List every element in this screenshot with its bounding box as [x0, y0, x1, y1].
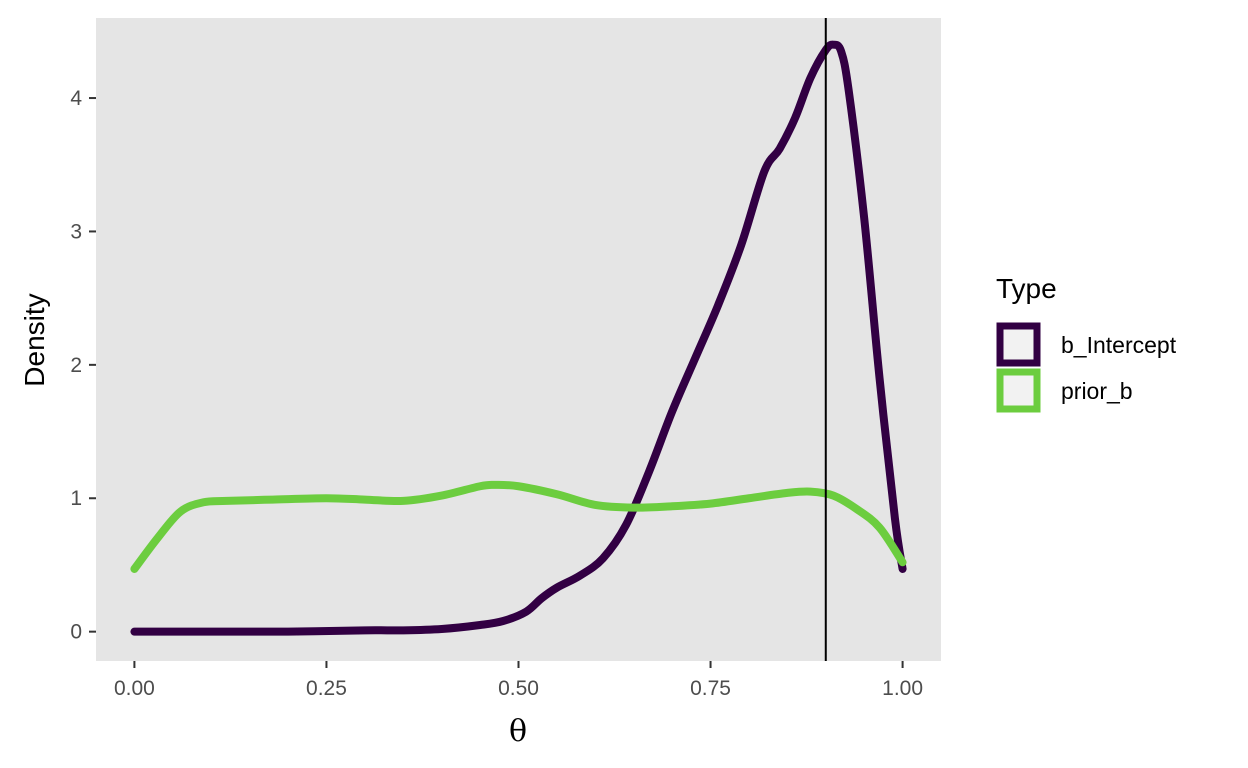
- plot-panel: [96, 18, 941, 661]
- legend: Type b_Intercept prior_b: [996, 273, 1177, 413]
- y-axis-title: Density: [19, 293, 50, 386]
- series-line-b-intercept: [130, 40, 907, 636]
- y-axis: 0 1 2 3 4: [70, 87, 96, 644]
- x-tick-label: 0.25: [306, 677, 347, 700]
- y-tick-label: 3: [70, 220, 82, 243]
- y-tick-label: 0: [70, 621, 82, 644]
- legend-title: Type: [996, 273, 1057, 304]
- legend-label-prior-b: prior_b: [1061, 378, 1133, 404]
- x-tick-label: 0.50: [498, 677, 539, 700]
- series-line-prior-b: [130, 480, 907, 573]
- legend-items: b_Intercept prior_b: [996, 322, 1177, 413]
- y-tick-label: 1: [70, 487, 82, 510]
- legend-key-prior-b: [996, 368, 1041, 413]
- x-tick-label: 1.00: [882, 677, 923, 700]
- y-tick-label: 2: [70, 354, 82, 377]
- legend-key-b-intercept: [996, 322, 1041, 367]
- x-axis-title: θ: [509, 714, 527, 749]
- legend-label-b-intercept: b_Intercept: [1061, 332, 1177, 358]
- y-tick-label: 4: [70, 87, 82, 110]
- x-tick-label: 0.75: [690, 677, 731, 700]
- x-axis: 0.00 0.25 0.50 0.75 1.00: [114, 661, 923, 700]
- series-layer: [130, 40, 907, 636]
- x-tick-label: 0.00: [114, 677, 155, 700]
